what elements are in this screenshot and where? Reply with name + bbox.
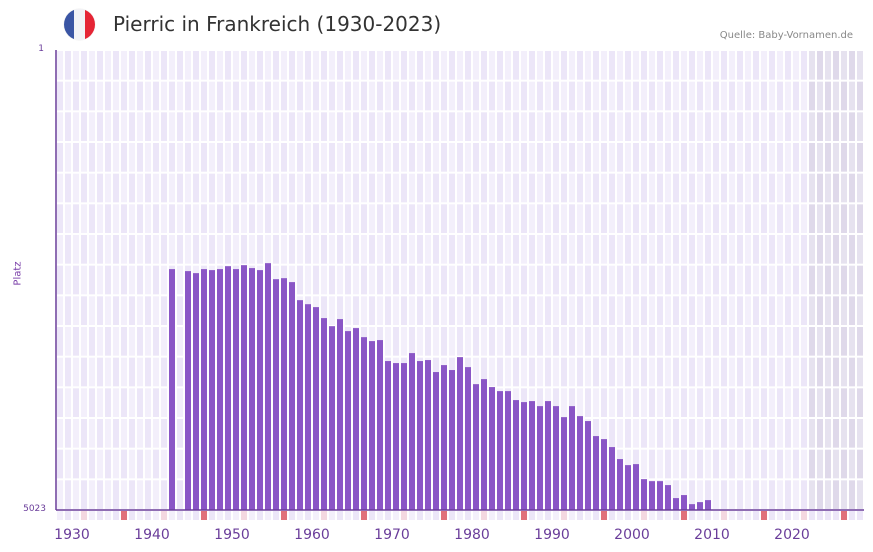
flag-stripe-blue (64, 9, 75, 40)
bar-2005[interactable] (657, 481, 663, 510)
x-tick-1940: 1940 (134, 527, 170, 543)
bar-1946[interactable] (185, 271, 191, 510)
bar-2004[interactable] (649, 481, 655, 510)
bar-1978[interactable] (441, 365, 447, 510)
decade-marker (361, 511, 367, 520)
bar-1985[interactable] (497, 391, 503, 510)
bar-1951[interactable] (225, 266, 231, 510)
bar-2011[interactable] (705, 500, 711, 510)
chart-title: Pierric in Frankreich (1930-2023) (113, 12, 442, 36)
decade-marker (201, 511, 207, 520)
bar-1965[interactable] (337, 319, 343, 510)
decade-marker (521, 511, 527, 520)
bar-1952[interactable] (233, 269, 239, 510)
x-tick-2010: 2010 (694, 527, 730, 543)
bar-1996[interactable] (585, 421, 591, 510)
bar-1948[interactable] (201, 269, 207, 510)
bar-1992[interactable] (553, 406, 559, 510)
x-tick-1990: 1990 (534, 527, 570, 543)
decade-marker (441, 511, 447, 520)
bar-1967[interactable] (353, 328, 359, 510)
bar-2006[interactable] (665, 485, 671, 510)
bar-1997[interactable] (593, 436, 599, 510)
x-tick-1930: 1930 (54, 527, 90, 543)
bar-1989[interactable] (529, 401, 535, 510)
bar-1977[interactable] (433, 372, 439, 510)
france-flag-icon (64, 9, 95, 40)
bar-1955[interactable] (257, 270, 263, 510)
bar-1968[interactable] (361, 337, 367, 510)
x-tick-2020: 2020 (774, 527, 810, 543)
bar-2000[interactable] (617, 459, 623, 510)
bar-1981[interactable] (465, 367, 471, 510)
decade-marker (761, 511, 767, 520)
decade-marker (601, 511, 607, 520)
x-tick-1970: 1970 (374, 527, 410, 543)
bar-1994[interactable] (569, 406, 575, 510)
bar-1984[interactable] (489, 387, 495, 510)
bar-1970[interactable] (377, 340, 383, 510)
bar-1953[interactable] (241, 265, 247, 510)
source-link[interactable]: Quelle: Baby-Vornamen.de (719, 30, 853, 41)
y-tick-top: 1 (38, 44, 44, 54)
bar-1971[interactable] (385, 361, 391, 510)
bar-2003[interactable] (641, 479, 647, 510)
decade-marker (681, 511, 687, 520)
bar-1982[interactable] (473, 384, 479, 510)
bar-1950[interactable] (217, 269, 223, 510)
x-tick-2000: 2000 (614, 527, 650, 543)
decade-marker (121, 511, 127, 520)
bar-1986[interactable] (505, 391, 511, 510)
x-tick-1980: 1980 (454, 527, 490, 543)
bar-1960[interactable] (297, 300, 303, 510)
bar-1969[interactable] (369, 341, 375, 510)
x-tick-1950: 1950 (214, 527, 250, 543)
bar-1963[interactable] (321, 318, 327, 510)
bar-1944[interactable] (169, 269, 175, 510)
bar-1959[interactable] (289, 282, 295, 510)
bar-1987[interactable] (513, 400, 519, 510)
bar-1999[interactable] (609, 447, 615, 510)
bar-1979[interactable] (449, 370, 455, 510)
bar-1995[interactable] (577, 416, 583, 510)
x-tick-1960: 1960 (294, 527, 330, 543)
bar-2001[interactable] (625, 465, 631, 510)
bar-2010[interactable] (697, 502, 703, 510)
bar-2007[interactable] (673, 498, 679, 510)
decade-marker (841, 511, 847, 520)
flag-stripe-red (84, 9, 95, 40)
bar-1947[interactable] (193, 273, 199, 510)
bar-1954[interactable] (249, 268, 255, 510)
bar-1991[interactable] (545, 401, 551, 510)
bar-2008[interactable] (681, 495, 687, 510)
decade-marker (281, 511, 287, 520)
bar-1966[interactable] (345, 331, 351, 510)
bar-1988[interactable] (521, 402, 527, 510)
bar-1973[interactable] (401, 363, 407, 510)
bar-1993[interactable] (561, 417, 567, 510)
bar-1964[interactable] (329, 326, 335, 510)
bar-1980[interactable] (457, 357, 463, 510)
bar-1975[interactable] (417, 361, 423, 510)
bar-1974[interactable] (409, 353, 415, 510)
bar-1949[interactable] (209, 270, 215, 510)
bar-1972[interactable] (393, 363, 399, 510)
bar-2009[interactable] (689, 504, 695, 510)
bar-1957[interactable] (273, 279, 279, 510)
bar-1961[interactable] (305, 304, 311, 510)
bar-1976[interactable] (425, 360, 431, 510)
bar-1998[interactable] (601, 439, 607, 510)
bar-1956[interactable] (265, 263, 271, 510)
bar-1983[interactable] (481, 379, 487, 510)
bar-1962[interactable] (313, 307, 319, 510)
bar-2002[interactable] (633, 464, 639, 510)
bar-1990[interactable] (537, 406, 543, 510)
y-tick-bottom: 5023 (23, 504, 46, 514)
flag-stripe-white (74, 9, 85, 40)
bar-1958[interactable] (281, 278, 287, 510)
